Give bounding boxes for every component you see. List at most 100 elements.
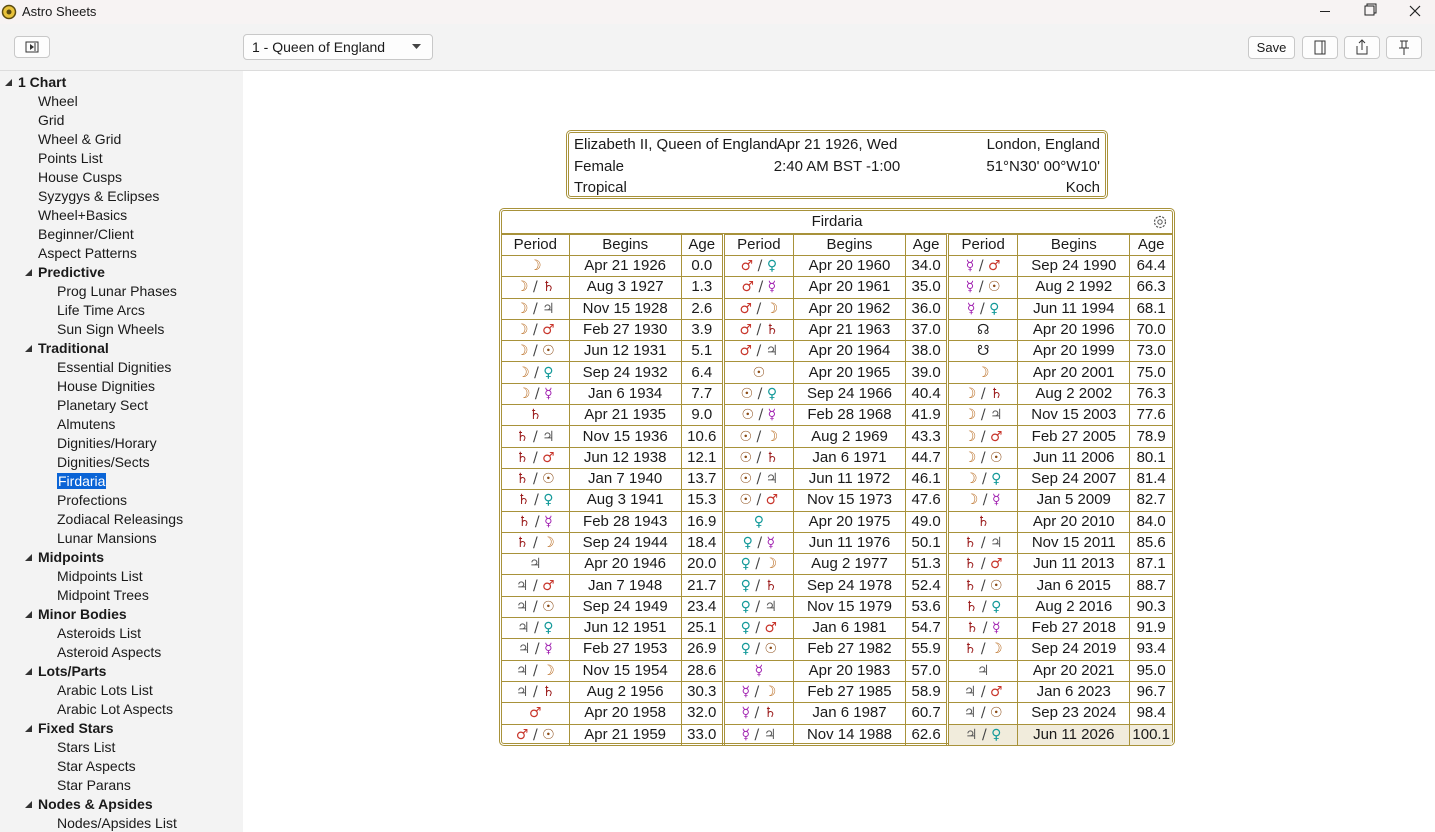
tree-item[interactable]: Life Time Arcs <box>57 301 145 320</box>
tree-item[interactable]: Star Parans <box>57 776 131 795</box>
tree-item[interactable]: Zodiacal Releasings <box>57 510 183 529</box>
sidebar-toggle[interactable] <box>14 36 50 58</box>
table-row: ♄ / ☽ Sep 24 1944 18.4 ♀ / ☿ Jun 11 1976 50.1… <box>502 531 1172 555</box>
tree-item[interactable]: Stars List <box>57 738 115 757</box>
tree-item-selected[interactable]: Firdaria <box>57 473 107 489</box>
tree-item[interactable]: Midpoints List <box>57 567 143 586</box>
expander[interactable] <box>25 611 32 618</box>
tree-item[interactable]: Dignities/Sects <box>57 453 150 472</box>
tree-item[interactable]: Wheel <box>38 93 78 109</box>
tree-item[interactable]: Midpoint Trees <box>57 586 149 605</box>
table-row: ☽ / ☿ Jan 6 1934 7.7 ☉ / ♀ Sep 24 1966 40.4 ☽ … <box>502 382 1172 406</box>
tree-item[interactable]: Sun Sign Wheels <box>57 320 164 339</box>
begins-cell: Apr 21 1959 <box>568 723 682 745</box>
expander[interactable] <box>25 668 32 675</box>
tree-group[interactable]: Fixed Stars <box>38 720 114 736</box>
tree-item[interactable]: Grid <box>38 112 65 128</box>
tree-item-label[interactable]: Arabic Lot Aspects <box>57 701 173 717</box>
begins-cell: Nov 15 1973 <box>792 489 907 512</box>
tree-item[interactable]: Asteroids List <box>57 624 141 643</box>
period-cell: ☉ / ♂ <box>721 489 794 512</box>
expander[interactable] <box>25 725 32 732</box>
tree-item[interactable]: Prog Lunar Phases <box>57 282 177 301</box>
window-controls[interactable] <box>1310 0 1435 24</box>
tree-item-label[interactable]: Life Time Arcs <box>57 302 145 318</box>
share-button[interactable] <box>1344 36 1380 59</box>
tree-item-label[interactable]: House Dignities <box>57 378 156 394</box>
tree-item[interactable]: Almutens <box>57 415 115 434</box>
tree-item-label[interactable]: Prog Lunar Phases <box>57 283 177 299</box>
expander[interactable] <box>25 801 32 808</box>
age-cell: 50.1 <box>905 531 949 555</box>
tree-item[interactable]: Beginner/Client <box>38 226 134 242</box>
tree-item-label[interactable]: Almutens <box>57 416 116 432</box>
tree-item[interactable]: Profections <box>57 491 127 510</box>
table-title-bar: Firdaria <box>502 211 1172 234</box>
period-cell: ♄ / ♃ <box>946 531 1019 555</box>
expander[interactable] <box>25 345 32 352</box>
tree-group[interactable]: Predictive <box>38 264 105 280</box>
tree-item-label[interactable]: Lunar Mansions <box>57 530 157 546</box>
age-cell: 91.9 <box>1129 617 1172 640</box>
period-cell: ♄ <box>946 510 1019 533</box>
tree-item-label[interactable]: Planetary Sect <box>57 397 149 413</box>
tree-item[interactable]: Aspect Patterns <box>38 245 137 261</box>
pin-button[interactable] <box>1386 36 1422 59</box>
age-cell: 16.9 <box>680 510 724 533</box>
tree-item[interactable]: Syzygys & Eclipses <box>38 188 160 204</box>
tree-item-label[interactable]: Asteroid Aspects <box>57 644 162 660</box>
settings-gear[interactable] <box>1152 214 1168 230</box>
tree-item-label[interactable]: Dignities/Sects <box>57 454 150 470</box>
age-cell: 77.6 <box>1129 404 1172 427</box>
tree-item-label[interactable]: Star Aspects <box>57 758 136 774</box>
tree-item-label[interactable]: Arabic Lots List <box>57 682 153 698</box>
column-header: Begins <box>1017 234 1131 256</box>
header-left: Female <box>574 157 625 175</box>
tree-group[interactable]: Lots/Parts <box>38 663 107 679</box>
tree-item-label[interactable]: Zodiacal Releasings <box>57 511 184 527</box>
tree-item[interactable]: House Cusps <box>38 169 123 185</box>
begins-cell: Aug 2 1969 <box>792 425 907 448</box>
column-header: Period <box>502 234 570 256</box>
tree-item-label[interactable]: Star Parans <box>57 777 131 793</box>
expander[interactable] <box>25 269 32 276</box>
tree-item[interactable]: Lunar Mansions <box>57 529 157 548</box>
expander[interactable] <box>25 554 32 561</box>
tree-item[interactable]: Star Aspects <box>57 757 136 776</box>
tree-item[interactable]: Asteroid Aspects <box>57 643 161 662</box>
tree-item[interactable]: Planetary Sect <box>57 396 148 415</box>
tree-item[interactable]: Essential Dignities <box>57 358 171 377</box>
tree-item-label[interactable]: Midpoint Trees <box>57 587 149 603</box>
tree-item[interactable]: Wheel+Basics <box>38 207 128 223</box>
tree-item-label[interactable]: Profections <box>57 492 128 508</box>
tree-item[interactable]: Dignities/Horary <box>57 434 157 453</box>
period-cell: ♄ / ☽ <box>502 531 570 555</box>
tree-item-label[interactable]: Asteroids List <box>57 625 142 641</box>
tree-item-label[interactable]: Nodes/Apsides List <box>57 815 177 831</box>
tree-item[interactable]: Wheel & Grid <box>38 131 122 147</box>
tree-item[interactable]: Nodes/Apsides List <box>57 814 177 832</box>
tree-group[interactable]: Traditional <box>38 340 109 356</box>
tree-item-label[interactable]: Sun Sign Wheels <box>57 321 165 337</box>
expander[interactable] <box>5 79 12 86</box>
tree-item-label[interactable]: Essential Dignities <box>57 359 172 375</box>
tree-item-label[interactable]: Dignities/Horary <box>57 435 157 451</box>
tree-item-label[interactable]: Midpoints List <box>57 568 143 584</box>
chart-select[interactable]: 1 - Queen of England <box>243 34 433 60</box>
tree-item[interactable]: House Dignities <box>57 377 155 396</box>
tree-item-label[interactable]: Stars List <box>57 739 116 755</box>
age-cell: 34.0 <box>905 254 949 278</box>
save-button[interactable]: Save <box>1248 36 1295 59</box>
tree-group[interactable]: Midpoints <box>38 549 105 565</box>
tree-group[interactable]: Minor Bodies <box>38 606 127 622</box>
page-button[interactable] <box>1302 36 1338 59</box>
tree-root[interactable]: 1 Chart <box>18 74 67 90</box>
tree-item[interactable]: Points List <box>38 150 103 166</box>
age-cell: 95.0 <box>1129 659 1172 682</box>
age-cell: 38.0 <box>905 340 949 363</box>
tree-item[interactable]: Arabic Lots List <box>57 681 153 700</box>
tree-group[interactable]: Nodes & Apsides <box>38 796 153 812</box>
tree-item[interactable]: Arabic Lot Aspects <box>57 700 173 719</box>
tree-item[interactable]: Firdaria <box>57 472 107 491</box>
begins-cell: Sep 24 2007 <box>1017 467 1131 491</box>
